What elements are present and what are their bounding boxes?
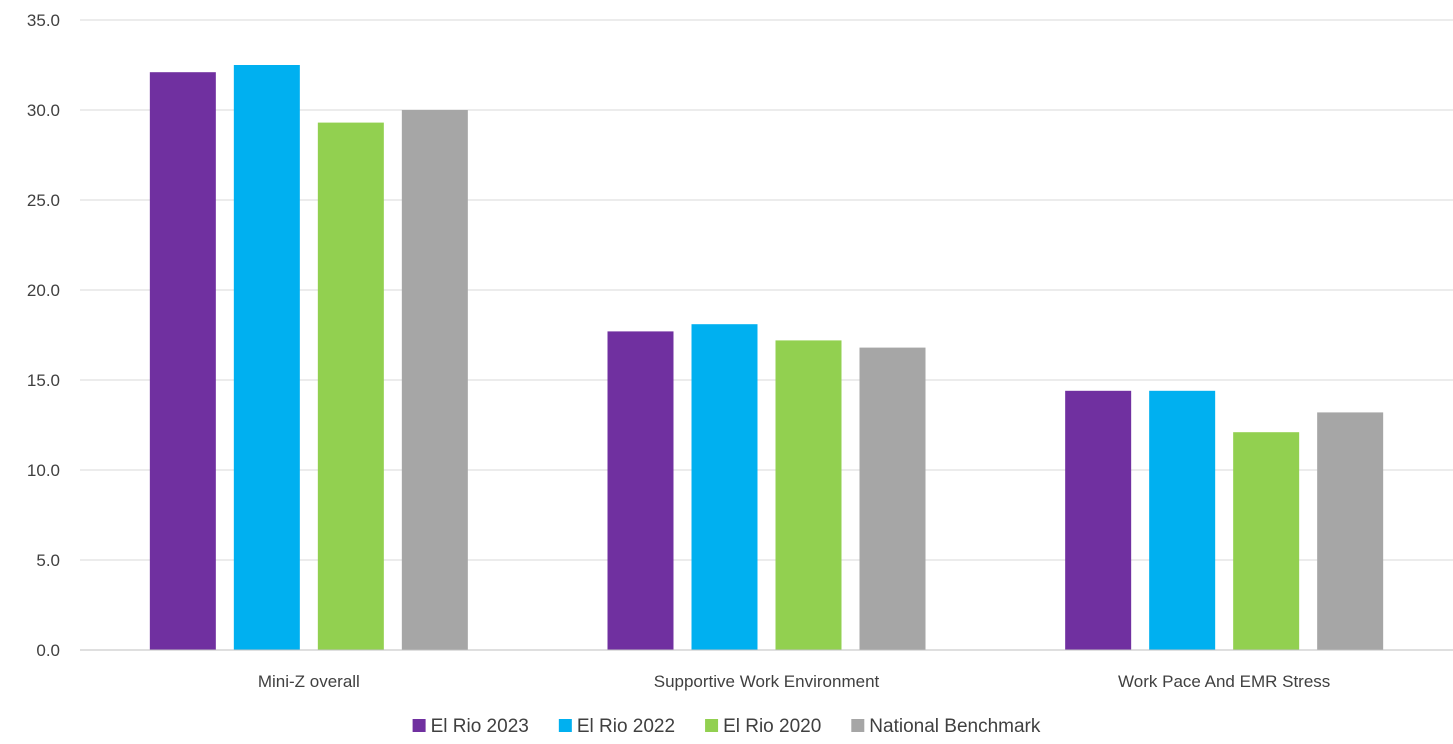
y-tick-label: 15.0 [27, 371, 60, 390]
bar [691, 324, 758, 650]
bar [401, 110, 468, 650]
legend-label: El Rio 2023 [431, 716, 529, 737]
legend-item: El Rio 2020 [705, 716, 821, 737]
legend-swatch [558, 719, 572, 732]
legend: El Rio 2023 El Rio 2022 El Rio 2020 Nationa… [412, 716, 1041, 737]
bar [149, 72, 216, 650]
x-category-label: Mini-Z overall [258, 672, 360, 691]
legend-label: National Benchmark [869, 716, 1041, 737]
bars [149, 65, 1384, 651]
y-axis-tick-labels: 0.0 5.0 10.0 15.0 20.0 25.0 30.0 35.0 [27, 11, 60, 660]
bar [1233, 432, 1300, 650]
legend-item: El Rio 2023 [412, 716, 529, 737]
legend-swatch [851, 719, 865, 732]
bar [1317, 412, 1384, 650]
x-category-label: Work Pace And EMR Stress [1118, 672, 1330, 691]
y-tick-label: 10.0 [27, 461, 60, 480]
legend-item: El Rio 2022 [558, 716, 675, 737]
legend-label: El Rio 2022 [577, 716, 675, 737]
y-tick-label: 30.0 [27, 101, 60, 120]
y-tick-label: 5.0 [36, 551, 60, 570]
legend-label: El Rio 2020 [723, 716, 821, 737]
bar [233, 65, 300, 650]
bar [859, 347, 926, 650]
legend-swatch [705, 719, 719, 732]
y-tick-label: 25.0 [27, 191, 60, 210]
gridlines [80, 19, 1453, 561]
legend-swatch [412, 719, 426, 732]
bar [607, 331, 674, 650]
y-tick-label: 0.0 [36, 641, 60, 660]
legend-item: National Benchmark [851, 716, 1041, 737]
bar [317, 122, 384, 651]
bar [775, 340, 842, 650]
y-tick-label: 20.0 [27, 281, 60, 300]
bar [1149, 390, 1216, 650]
y-tick-label: 35.0 [27, 11, 60, 30]
x-category-label: Supportive Work Environment [654, 672, 880, 691]
bar [1065, 390, 1132, 650]
x-axis: Mini-Z overall Supportive Work Environmen… [80, 649, 1453, 691]
